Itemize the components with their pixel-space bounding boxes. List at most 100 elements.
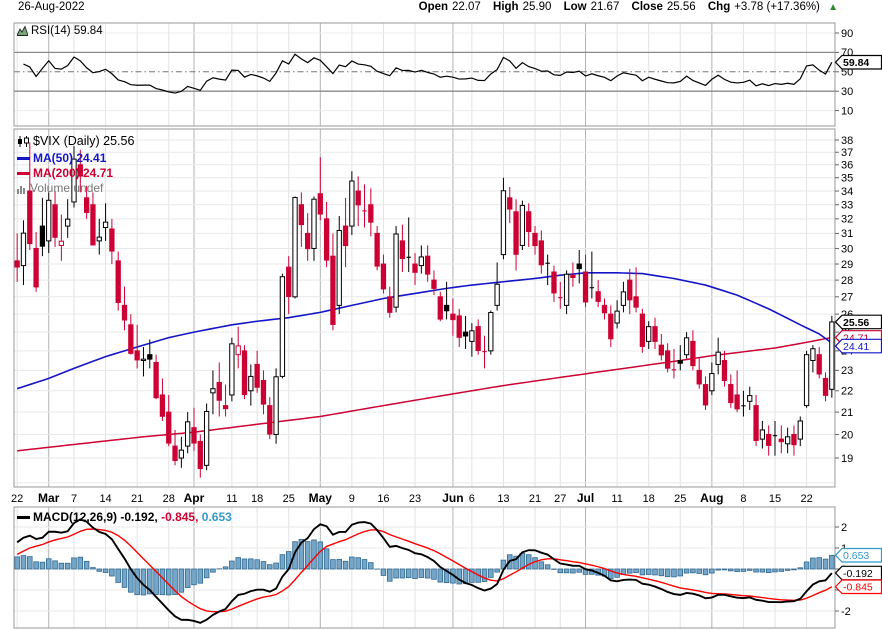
ma200-line [17, 336, 832, 452]
svg-text:22: 22 [11, 493, 23, 505]
svg-text:0.653: 0.653 [843, 550, 869, 562]
svg-text:37: 37 [841, 147, 853, 159]
svg-text:19: 19 [841, 453, 853, 465]
ohlc-readout: Open 22.07 High 25.90 Low 21.67 Close 25.56 … [419, 1, 838, 13]
svg-text:28: 28 [841, 275, 853, 287]
svg-text:-0.192: -0.192 [843, 568, 873, 580]
macd-legend-name: MACD(12,26,9) [33, 510, 118, 524]
up-arrow-icon: ▲ [828, 2, 838, 13]
symbol-legend-row: $VIX (Daily) 25.56 [17, 134, 134, 151]
svg-text:Apr: Apr [184, 491, 205, 505]
close-label: Close [631, 1, 663, 13]
svg-text:29: 29 [841, 259, 853, 271]
symbol-legend-label: $VIX (Daily) 25.56 [33, 134, 135, 148]
ma200-line-icon [17, 172, 30, 176]
candlestick-icon [17, 136, 30, 151]
chg-value: +3.78 (+17.36%) [734, 1, 820, 13]
svg-text:-2: -2 [841, 606, 851, 618]
svg-text:May: May [309, 491, 333, 505]
svg-text:6: 6 [469, 493, 475, 505]
macd-hist-value: 0.653 [201, 510, 232, 524]
low-label: Low [563, 1, 587, 13]
svg-text:11: 11 [611, 493, 622, 505]
ma200-legend-row: MA(200) 24.71 [17, 166, 134, 181]
svg-text:2: 2 [841, 522, 847, 534]
chart-date: 26-Aug-2022 [18, 1, 85, 13]
svg-text:16: 16 [377, 493, 389, 505]
chg-label: Chg [707, 1, 731, 13]
svg-text:32: 32 [841, 214, 853, 226]
svg-text:Jun: Jun [442, 491, 463, 505]
svg-text:9: 9 [349, 493, 355, 505]
svg-text:33: 33 [841, 200, 853, 212]
low-value: 21.67 [590, 1, 620, 13]
close-value: 25.56 [666, 1, 696, 13]
svg-text:24.41: 24.41 [843, 341, 869, 353]
svg-text:11: 11 [226, 493, 237, 505]
ma200-legend-label: MA(200) 24.71 [33, 166, 114, 180]
svg-text:Aug: Aug [700, 491, 723, 505]
svg-text:23: 23 [409, 493, 421, 505]
ma50-legend-row: MA(50) 24.41 [17, 151, 134, 166]
rsi-legend-label: RSI(14) 59.84 [31, 25, 103, 37]
x-axis-labels: 22 Mar 7 14 21 28 Apr 11 18 25 May 9 16 23 Jun 6 13 21 27 J… [11, 491, 813, 505]
svg-text:7: 7 [71, 493, 77, 505]
svg-text:25: 25 [283, 493, 295, 505]
svg-text:27: 27 [554, 493, 566, 505]
volume-bars-icon [17, 183, 27, 198]
svg-text:35: 35 [841, 173, 853, 185]
svg-text:20: 20 [841, 429, 853, 441]
svg-text:21: 21 [841, 407, 853, 419]
svg-text:18: 18 [643, 493, 655, 505]
price-panel: 3837363534333231302928272625242322212019… [13, 128, 882, 488]
svg-text:38: 38 [841, 135, 853, 147]
ma50-line-icon [17, 157, 30, 161]
macd-legend: MACD(12,26,9) -0.192, -0.845, 0.653 [17, 510, 232, 524]
svg-text:-0.845: -0.845 [843, 582, 873, 594]
macd-signal-line [16, 528, 833, 613]
svg-text:27: 27 [841, 292, 853, 304]
ma50-legend-label: MA(50) 24.41 [33, 151, 107, 165]
ma50-line [16, 272, 833, 390]
svg-text:13: 13 [497, 493, 509, 505]
chart-header: 26-Aug-2022 Open 22.07 High 25.90 Low 21.67… [0, 1, 882, 16]
svg-text:25.56: 25.56 [843, 317, 869, 329]
svg-text:Mar: Mar [38, 491, 60, 505]
svg-text:Jul: Jul [577, 491, 594, 505]
rsi-line [23, 53, 833, 94]
candles-layer [14, 142, 835, 478]
svg-text:34: 34 [841, 186, 853, 198]
svg-text:25: 25 [674, 493, 686, 505]
rsi-mountain-icon [16, 25, 29, 39]
high-label: High [493, 1, 519, 13]
macd-value: -0.192, [120, 510, 158, 524]
svg-text:15: 15 [769, 493, 781, 505]
svg-text:8: 8 [740, 493, 746, 505]
svg-text:36: 36 [841, 160, 853, 172]
svg-text:31: 31 [841, 228, 853, 240]
svg-text:59.84: 59.84 [843, 57, 869, 69]
macd-panel: 210-1-20.653-0.192-0.845 [13, 506, 882, 629]
open-label: Open [418, 1, 449, 13]
open-value: 22.07 [452, 1, 481, 13]
high-value: 25.90 [522, 1, 552, 13]
macd-signal-value: -0.845, [161, 510, 199, 524]
svg-text:30: 30 [841, 86, 853, 98]
svg-text:30: 30 [841, 243, 853, 255]
svg-text:90: 90 [841, 28, 853, 40]
volume-legend-label: Volume undef [30, 181, 104, 195]
svg-text:18: 18 [251, 493, 263, 505]
macd-line-icon [17, 516, 30, 520]
price-legend: $VIX (Daily) 25.56 MA(50) 24.41 MA(200) … [17, 134, 134, 198]
macd-line [16, 518, 833, 624]
svg-text:21: 21 [131, 493, 143, 505]
svg-text:23: 23 [841, 365, 853, 377]
svg-text:14: 14 [99, 493, 111, 505]
svg-text:21: 21 [529, 493, 541, 505]
svg-text:22: 22 [800, 493, 812, 505]
svg-text:10: 10 [841, 105, 853, 117]
svg-text:22: 22 [841, 386, 853, 398]
svg-text:28: 28 [163, 493, 175, 505]
